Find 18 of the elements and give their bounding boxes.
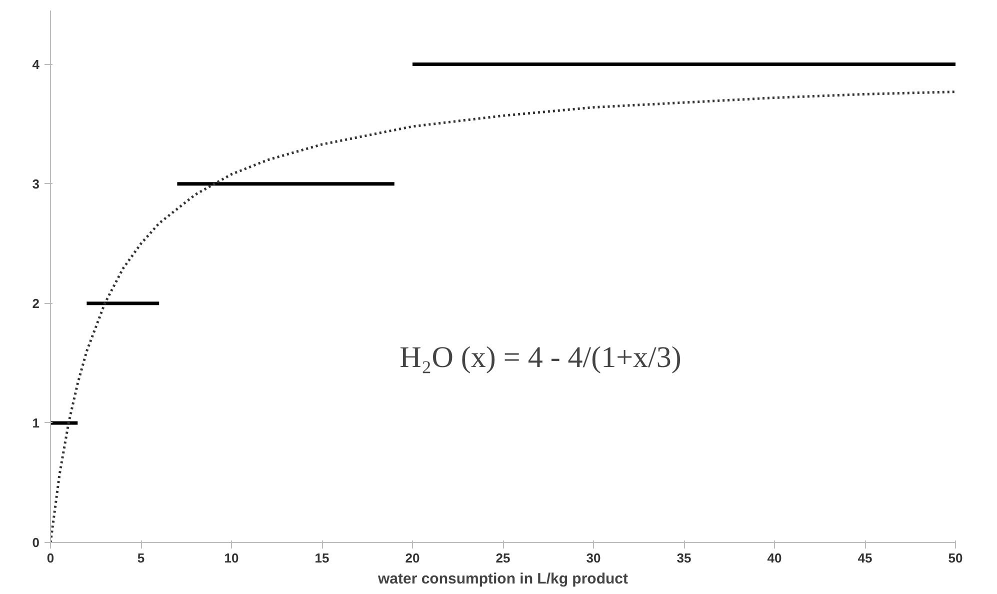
x-tick-label: 30	[586, 550, 601, 566]
x-tick-label: 35	[676, 550, 692, 566]
x-tick-label: 15	[314, 550, 330, 566]
y-tick-label: 1	[32, 415, 40, 430]
x-tick-label: 20	[405, 550, 420, 566]
x-tick-label: 50	[948, 550, 963, 566]
x-tick-label: 25	[496, 550, 510, 566]
annotation: H₂O (x) = 4 - 4/(1+x/3)	[400, 341, 682, 374]
y-tick-label: 3	[32, 176, 40, 192]
y-tick-label: 0	[32, 535, 40, 550]
y-tick-label: 2	[32, 296, 40, 311]
x-tick-label: 40	[767, 550, 782, 566]
x-tick-label: 10	[224, 550, 239, 566]
y-tick-label: 4	[32, 56, 40, 72]
x-tick-label: 45	[858, 550, 872, 566]
x-axis-title: water consumption in L/kg product	[377, 570, 628, 588]
x-tick-label: 5	[137, 550, 145, 566]
x-tick-label: 0	[46, 550, 54, 566]
